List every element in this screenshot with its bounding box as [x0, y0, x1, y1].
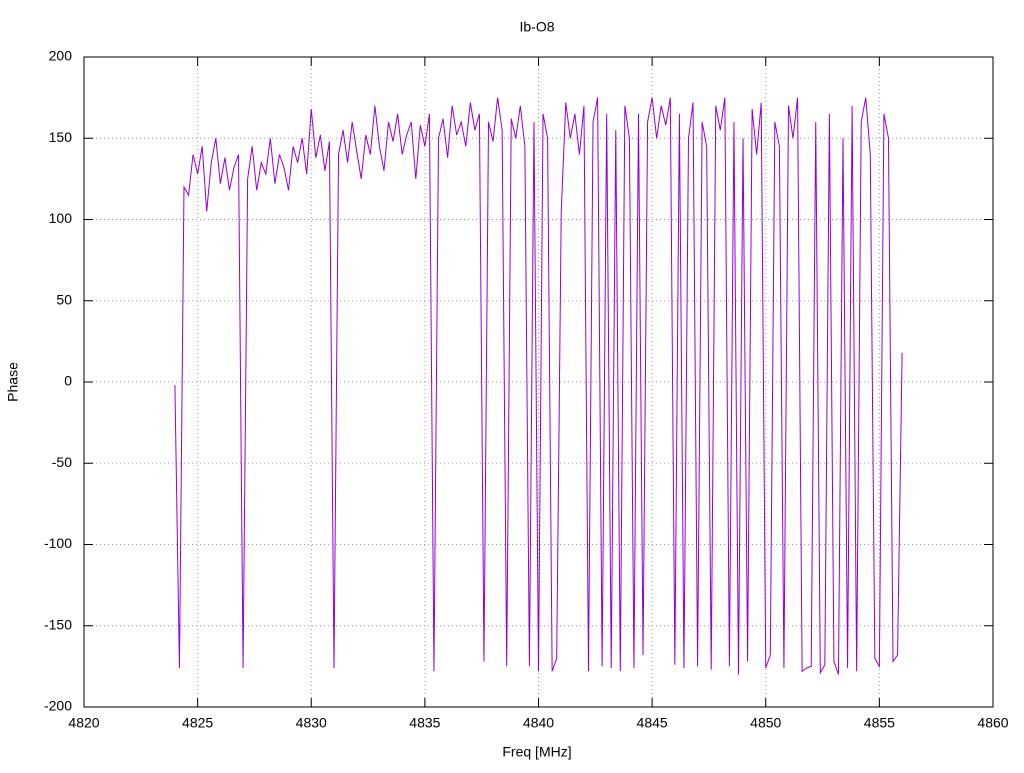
y-tick-label: 100 — [49, 210, 73, 226]
y-axis-label: Phase — [5, 362, 21, 402]
y-tick-label: 150 — [49, 129, 73, 145]
x-tick-label: 4835 — [409, 715, 440, 731]
y-tick-label: 0 — [64, 373, 72, 389]
plot-border — [83, 56, 994, 708]
chart-title: Ib-O8 — [519, 19, 554, 35]
x-tick-label: 4825 — [182, 715, 213, 731]
x-tick-label: 4860 — [977, 715, 1008, 731]
y-tick-label: 200 — [49, 48, 73, 64]
x-tick-label: 4820 — [68, 715, 99, 731]
x-tick-label: 4850 — [750, 715, 781, 731]
y-tick-label: -150 — [44, 616, 72, 632]
y-tick-label: -50 — [52, 454, 72, 470]
data-line — [174, 97, 903, 675]
x-tick-label: 4855 — [864, 715, 895, 731]
y-tick-label: 50 — [56, 291, 72, 307]
x-tick-label: 4830 — [296, 715, 327, 731]
x-tick-label: 4840 — [523, 715, 554, 731]
x-tick-label: 4845 — [637, 715, 668, 731]
x-axis-label: Freq [MHz] — [502, 744, 571, 760]
y-tick-label: -200 — [44, 698, 72, 714]
y-tick-label: -100 — [44, 535, 72, 551]
